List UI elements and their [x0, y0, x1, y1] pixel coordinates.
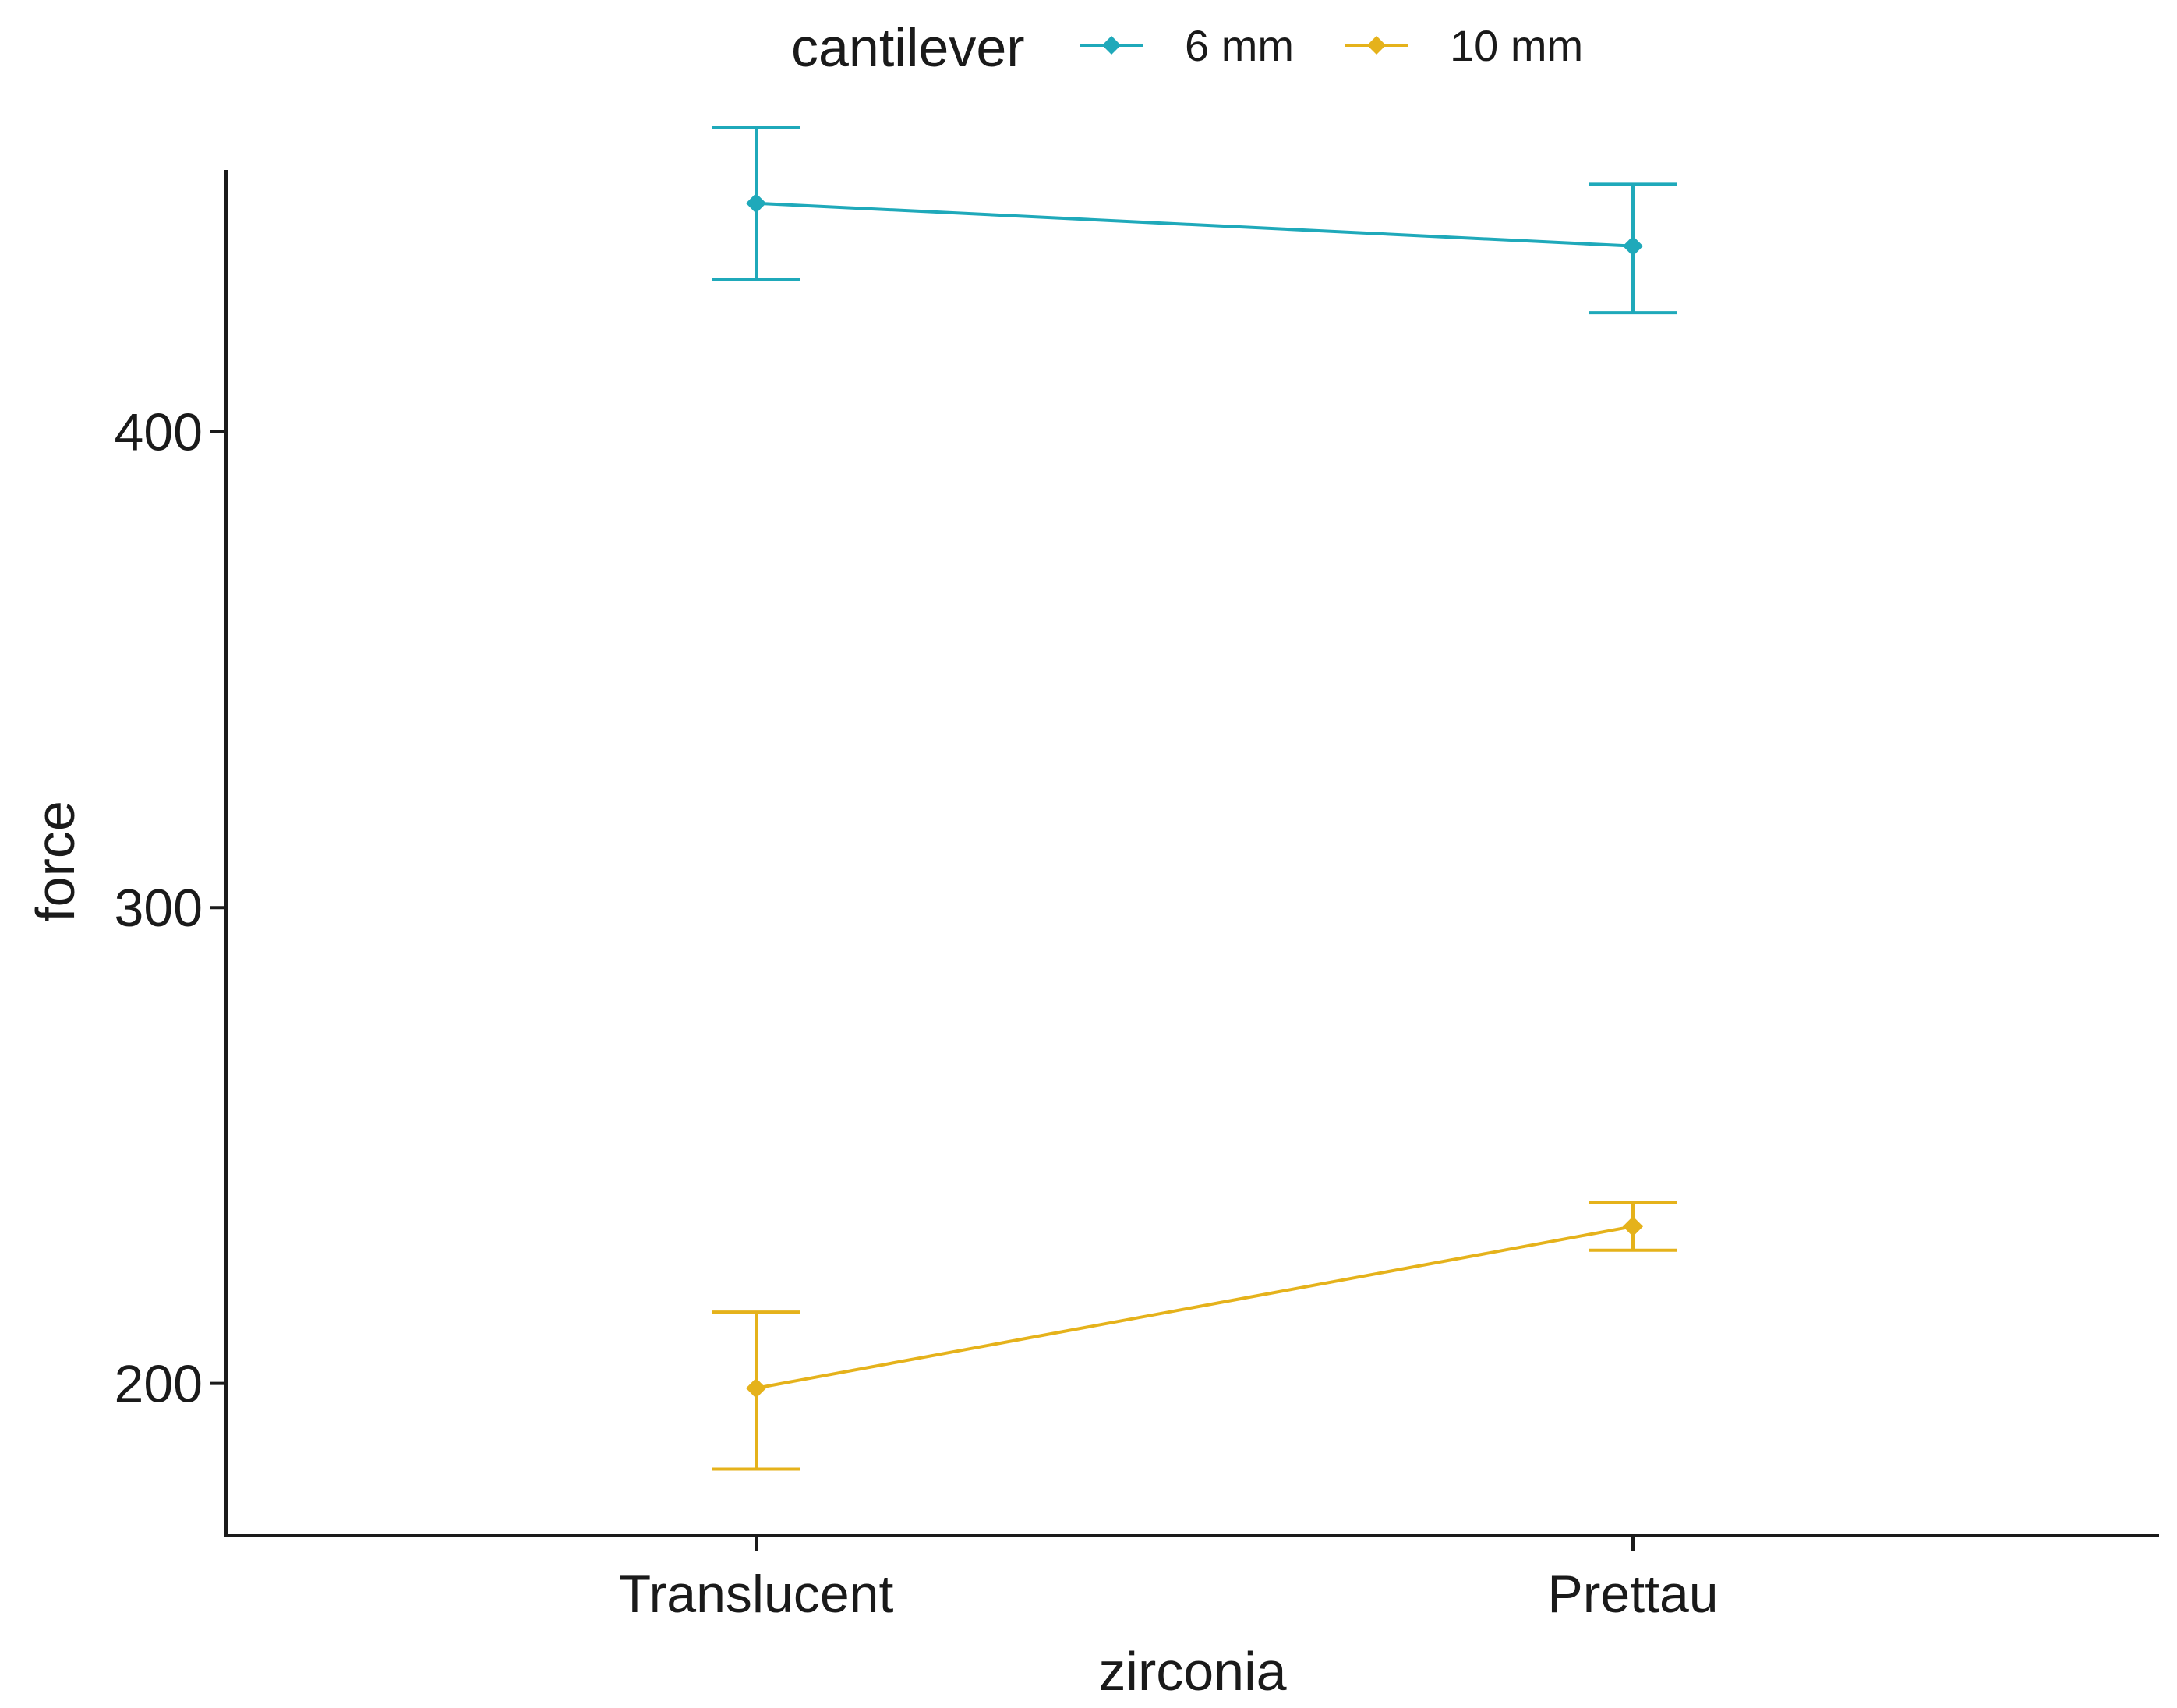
- y-tick-label: 300: [115, 879, 203, 938]
- legend-label: 6 mm: [1185, 21, 1294, 70]
- series-line: [755, 201, 1634, 248]
- legend-title: cantilever: [791, 17, 1025, 78]
- x-tick-label: Prettau: [1547, 1565, 1718, 1624]
- y-tick-label: 200: [115, 1355, 203, 1414]
- legend-key-marker: [1367, 36, 1386, 55]
- y-axis-title: force: [25, 801, 86, 922]
- x-axis-title: zirconia: [1098, 1641, 1286, 1702]
- legend: cantilever 6 mm 10 mm: [791, 17, 1583, 78]
- series-10-mm: [712, 1201, 1677, 1471]
- legend-item-6-mm: 6 mm: [1080, 21, 1294, 70]
- legend-item-10-mm: 10 mm: [1345, 21, 1583, 70]
- y-tick-label: 400: [115, 403, 203, 462]
- series-line: [755, 1225, 1634, 1390]
- data-point: [746, 193, 766, 214]
- data-point: [746, 1377, 766, 1399]
- x-tick-label: Translucent: [619, 1565, 894, 1624]
- plot-area: [712, 126, 1677, 1471]
- legend-label: 10 mm: [1450, 21, 1583, 70]
- axes: 200 300 400 Translucent Prettau: [115, 170, 2159, 1624]
- legend-key-marker: [1102, 36, 1121, 55]
- series-6-mm: [712, 126, 1677, 315]
- data-point: [1623, 1216, 1643, 1237]
- data-point: [1623, 235, 1643, 256]
